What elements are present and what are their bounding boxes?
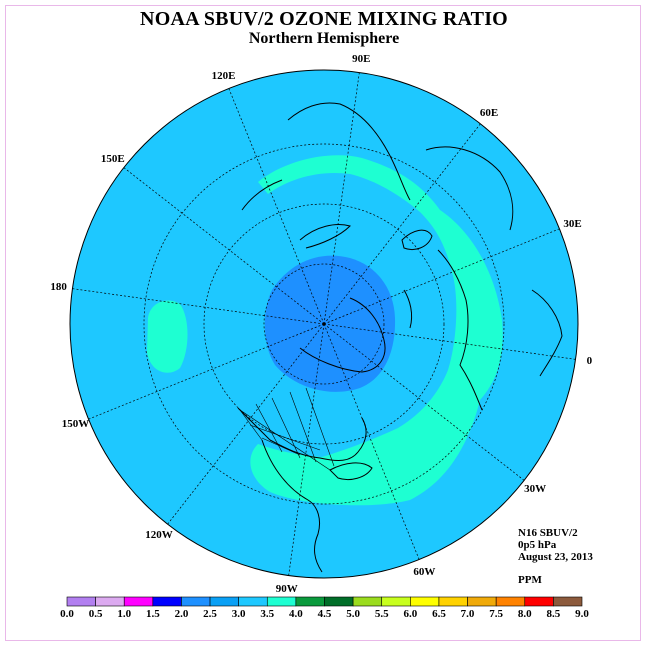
contour-band-3p5-4p0-pacific <box>147 300 188 373</box>
colorbar-swatch <box>238 596 268 607</box>
longitude-label: 150E <box>100 153 125 165</box>
colorbar-swatch <box>266 596 297 607</box>
colorbar-swatch <box>324 596 354 607</box>
contour-band-3p5-4p0 <box>250 155 503 506</box>
colorbar-tick-label: 8.5 <box>546 608 561 620</box>
longitude-label: 90W <box>275 583 298 596</box>
colorbar-swatch <box>95 596 125 607</box>
colorbar-tick-label: 0.0 <box>60 608 74 620</box>
colorbar-tick-label: 2.5 <box>203 608 217 620</box>
longitude-label: 90E <box>352 52 371 65</box>
colorbar-swatch <box>295 596 325 607</box>
colorbar-swatch <box>467 596 497 607</box>
colorbar-tick-label: 1.0 <box>117 608 132 620</box>
colorbar-swatch <box>438 596 468 607</box>
longitude-label: 0 <box>586 355 593 368</box>
longitude-label: 60W <box>413 566 436 579</box>
colorbar-tick-label: 7.5 <box>489 608 504 620</box>
colorbar-swatch <box>123 596 154 607</box>
figure-frame <box>5 5 641 641</box>
colorbar-tick-label: 6.0 <box>403 608 418 620</box>
longitude-label: 60E <box>479 106 499 119</box>
colorbar-swatch <box>553 596 583 607</box>
colorbar-tick-label: 2.0 <box>174 608 189 620</box>
coastlines <box>237 102 563 573</box>
colorbar-swatch <box>66 596 96 607</box>
colorbar-tick-label: 9.0 <box>575 608 589 620</box>
colorbar-tick-label: 0.5 <box>88 608 103 620</box>
instrument-label: N16 SBUV/2 <box>518 527 578 539</box>
colorbar-swatch <box>152 596 182 607</box>
date-label: August 23, 2013 <box>518 551 593 563</box>
colorbar-tick-label: 3.5 <box>260 608 275 620</box>
longitude-label: 120E <box>211 69 236 82</box>
colorbar-swatch <box>495 596 526 607</box>
colorbar-tick-label: 1.5 <box>145 608 160 620</box>
units-label: PPM <box>518 574 542 586</box>
colorbar-tick-label: 3.0 <box>231 608 246 620</box>
colorbar-swatch <box>524 596 554 607</box>
colorbar-tick-label: 5.5 <box>374 608 389 620</box>
colorbar-tick-label: 5.0 <box>346 608 360 620</box>
us-state-boundaries <box>239 387 335 471</box>
longitude-label: 120W <box>145 529 173 542</box>
colorbar-swatch <box>209 596 239 607</box>
longitude-label: 30W <box>524 482 547 495</box>
colorbar-swatch <box>410 596 440 607</box>
latitude-circles <box>143 143 505 505</box>
longitude-label: 30E <box>563 217 582 230</box>
colorbar-swatch <box>381 596 411 607</box>
colorbar-tick-label: 4.0 <box>289 608 303 620</box>
longitude-label: 180 <box>50 280 67 293</box>
chart-title: NOAA SBUV/2 OZONE MIXING RATIO <box>140 8 508 30</box>
info-block: N16 SBUV/2 0p5 hPa August 23, 2013 <box>518 527 593 563</box>
pressure-level-label: 0p5 hPa <box>518 539 557 551</box>
colorbar-tick-label: 4.5 <box>317 608 332 620</box>
colorbar-tick-label: 8.0 <box>517 608 532 620</box>
colorbar-swatch <box>352 596 383 607</box>
chart-subtitle: Northern Hemisphere <box>248 30 400 47</box>
colorbar-tick-label: 6.5 <box>432 608 446 620</box>
longitude-label: 150W <box>61 418 90 431</box>
colorbar-tick-label: 7.0 <box>460 608 475 620</box>
contour-polar-low-2p5 <box>264 255 396 392</box>
map-border <box>69 69 579 579</box>
colorbar-swatch <box>181 596 211 607</box>
